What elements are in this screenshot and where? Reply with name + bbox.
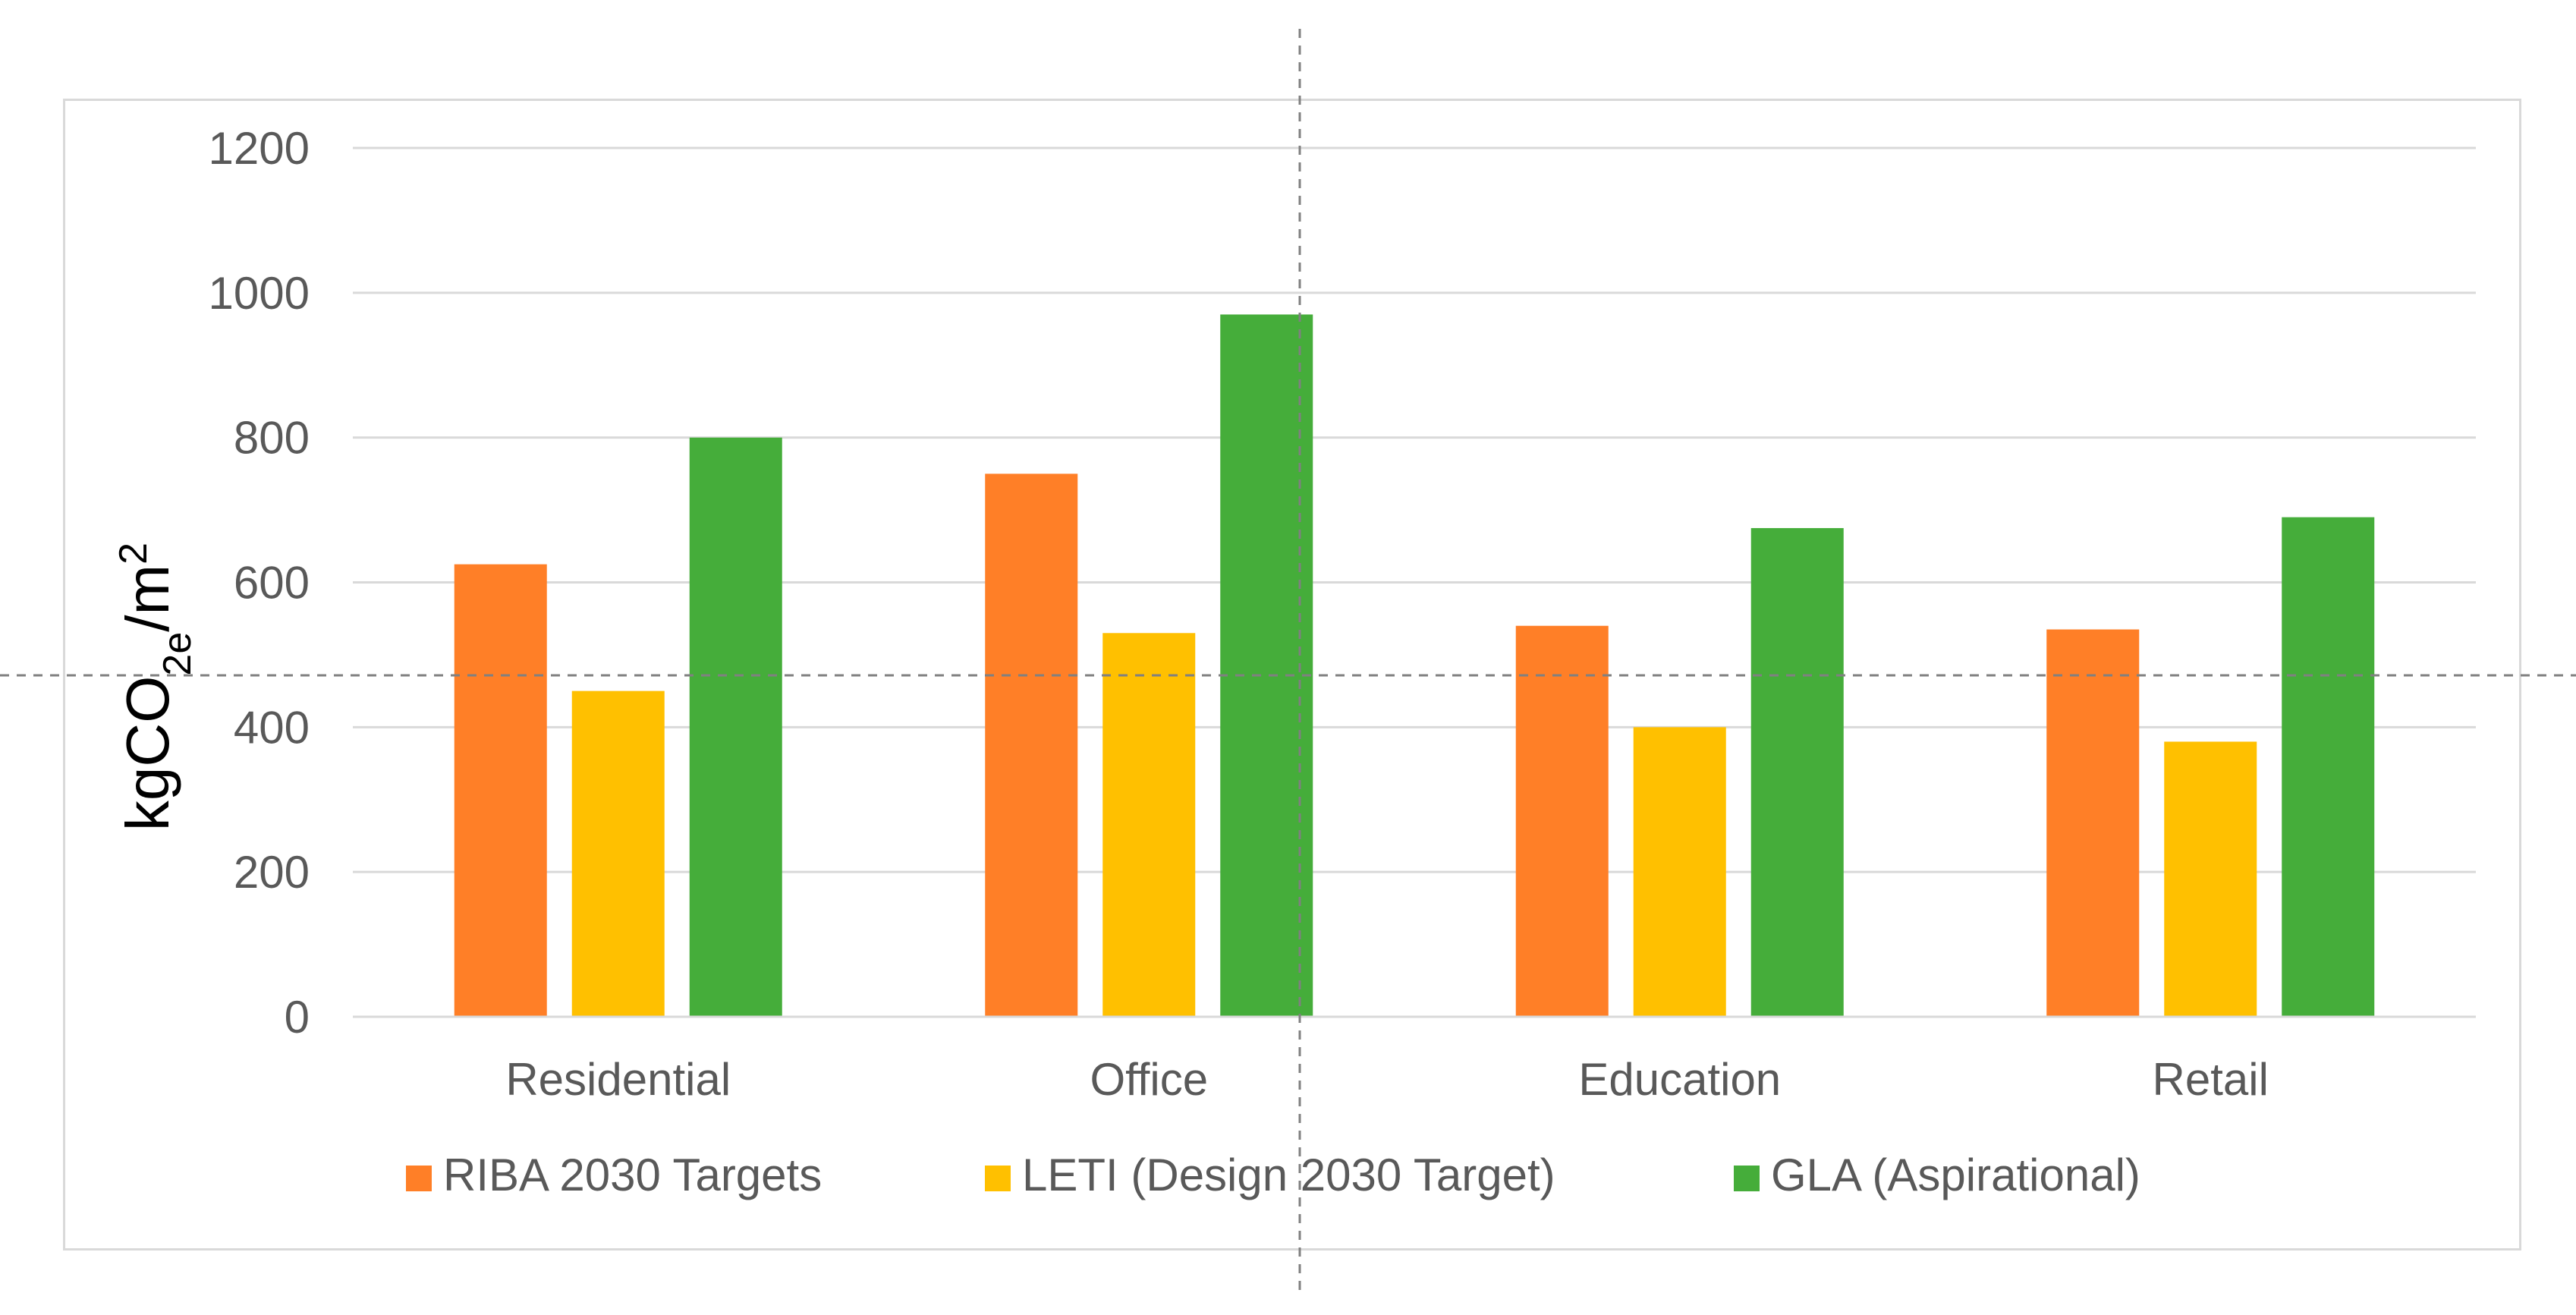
y-tick-label: 1000 (209, 268, 310, 319)
y-tick-label: 400 (234, 702, 310, 753)
bar-office-series-2 (1220, 314, 1313, 1017)
y-tick-label: 1200 (209, 123, 310, 174)
bar-education-series-0 (1515, 625, 1609, 1017)
legend-label: LETI (Design 2030 Target) (1022, 1150, 1555, 1200)
bar-office-series-1 (1102, 633, 1196, 1017)
y-axis-ticks: 0 200 400 600 800 1000 1200 (209, 123, 310, 1043)
bar-retail-series-2 (2282, 517, 2375, 1017)
x-tick-label: Residential (505, 1054, 731, 1105)
bar-residential-series-2 (689, 437, 782, 1017)
legend-label: GLA (Aspirational) (1771, 1150, 2140, 1200)
bar-office-series-0 (985, 473, 1078, 1017)
bar-residential-series-1 (571, 691, 665, 1017)
bar-retail-series-1 (2164, 741, 2257, 1017)
bar-education-series-1 (1633, 727, 1726, 1017)
bar-education-series-2 (1750, 527, 1844, 1017)
y-tick-label: 0 (285, 992, 310, 1043)
legend-swatch (1734, 1166, 1760, 1191)
bar-retail-series-0 (2046, 629, 2140, 1017)
gridlines (353, 146, 2476, 873)
x-tick-label: Retail (2153, 1054, 2269, 1105)
y-axis-label: kgCO2e/m2 (112, 543, 200, 831)
legend-label: RIBA 2030 Targets (443, 1150, 822, 1200)
bars (454, 314, 2375, 1017)
y-tick-label: 600 (234, 558, 310, 609)
x-axis-labels: Residential Office Education Retail (505, 1054, 2269, 1105)
x-tick-label: Education (1578, 1054, 1781, 1105)
y-tick-label: 800 (234, 413, 310, 464)
x-tick-label: Office (1090, 1054, 1208, 1105)
y-tick-label: 200 (234, 847, 310, 898)
legend-swatch (985, 1166, 1011, 1191)
legend-swatch (406, 1166, 432, 1191)
bar-residential-series-0 (454, 564, 547, 1017)
legend: RIBA 2030 Targets LETI (Design 2030 Targe… (406, 1150, 2140, 1200)
